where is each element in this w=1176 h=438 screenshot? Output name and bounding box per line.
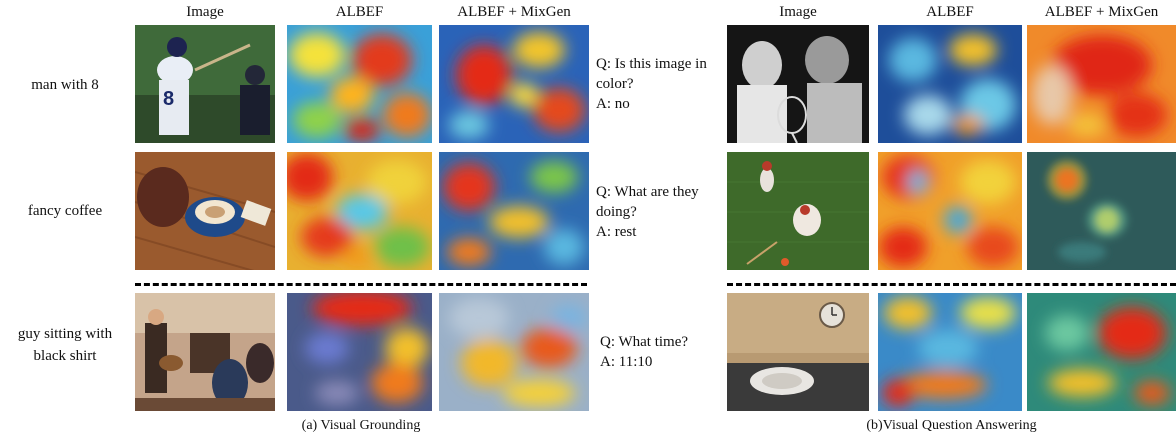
albef-vqa-heatmap-3 — [878, 293, 1022, 411]
left-header-albef-mixgen: ALBEF + MixGen — [457, 4, 571, 20]
right-separator — [727, 283, 1176, 286]
albef-vqa-heatmap-2 — [878, 152, 1022, 270]
albef-heatmap-1 — [287, 25, 432, 143]
left-separator — [135, 283, 587, 286]
mixgen-vqa-heatmap-1 — [1027, 25, 1176, 143]
coffee-photo — [135, 152, 275, 270]
tennis-bw-photo — [727, 25, 869, 143]
right-header-image: Image — [779, 4, 817, 20]
caption-vqa: (b)Visual Question Answering — [866, 418, 1037, 433]
vqa-qa-1: Q: Is this image in color? A: no — [596, 54, 726, 114]
left-header-albef: ALBEF — [335, 4, 384, 20]
right-header-albef-mixgen: ALBEF + MixGen — [1044, 4, 1159, 20]
mixgen-heatmap-3 — [439, 293, 589, 411]
albef-heatmap-2 — [287, 152, 432, 270]
left-query-3: guy sitting with black shirt — [17, 326, 113, 364]
left-header-image: Image — [186, 4, 224, 20]
living-room-photo — [135, 293, 275, 411]
baseball-photo: 8 — [135, 25, 275, 143]
mixgen-heatmap-2 — [439, 152, 589, 270]
vqa-answer-1: A: no — [596, 96, 630, 112]
baseball-rest-photo — [727, 152, 869, 270]
vqa-qa-2: Q: What are they doing? A: rest — [596, 182, 726, 242]
right-header-albef: ALBEF — [926, 4, 974, 20]
mixgen-vqa-heatmap-3 — [1027, 293, 1176, 411]
vqa-question-1: Q: Is this image in color? — [596, 56, 707, 92]
bathroom-sink-photo — [727, 293, 869, 411]
vqa-answer-3: A: 11:10 — [600, 354, 653, 370]
albef-heatmap-3 — [287, 293, 432, 411]
vqa-qa-3: Q: What time? A: 11:10 — [600, 332, 730, 372]
vqa-answer-2: A: rest — [596, 224, 637, 240]
mixgen-vqa-heatmap-2 — [1027, 152, 1176, 270]
vqa-question-2: Q: What are they doing? — [596, 184, 699, 220]
left-query-2: fancy coffee — [27, 203, 103, 219]
albef-vqa-heatmap-1 — [878, 25, 1022, 143]
vqa-question-3: Q: What time? — [600, 334, 689, 350]
mixgen-heatmap-1 — [439, 25, 589, 143]
left-query-1: man with 8 — [31, 77, 99, 93]
svg-text:8: 8 — [163, 88, 174, 110]
caption-visual-grounding: (a) Visual Grounding — [301, 418, 421, 433]
